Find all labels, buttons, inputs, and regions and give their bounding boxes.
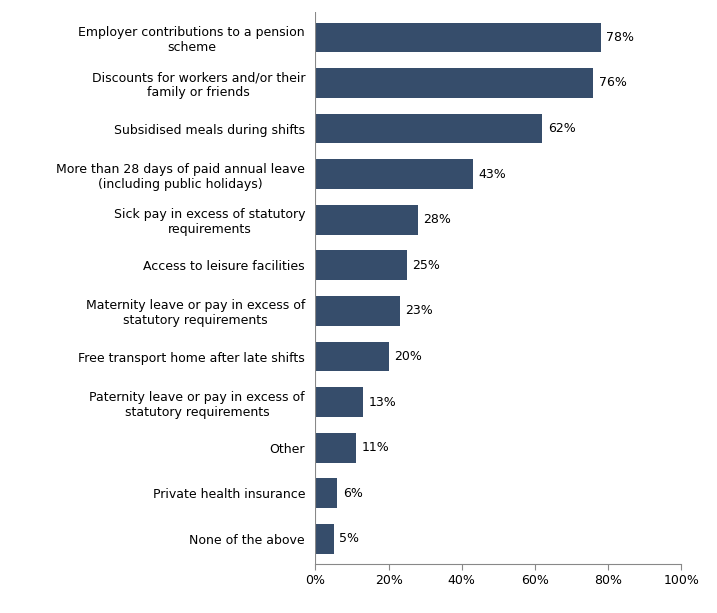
Bar: [315, 159, 473, 189]
Bar: [315, 341, 389, 371]
Bar: [315, 296, 399, 326]
Text: 43%: 43%: [478, 167, 506, 181]
Text: 62%: 62%: [548, 122, 576, 135]
Bar: [315, 433, 356, 463]
Text: 20%: 20%: [394, 350, 422, 363]
Bar: [315, 387, 363, 417]
Bar: [315, 23, 601, 52]
Text: 76%: 76%: [599, 77, 627, 89]
Text: 13%: 13%: [369, 395, 397, 409]
Text: 78%: 78%: [606, 31, 635, 44]
Text: 23%: 23%: [405, 305, 433, 318]
Bar: [315, 68, 594, 97]
Text: 28%: 28%: [423, 213, 451, 226]
Text: 5%: 5%: [339, 532, 359, 546]
Bar: [315, 524, 334, 554]
Bar: [315, 251, 407, 280]
Bar: [315, 205, 418, 235]
Text: 25%: 25%: [412, 259, 440, 272]
Text: 11%: 11%: [361, 441, 389, 454]
Bar: [315, 113, 542, 143]
Bar: [315, 479, 338, 508]
Text: 6%: 6%: [343, 487, 363, 500]
